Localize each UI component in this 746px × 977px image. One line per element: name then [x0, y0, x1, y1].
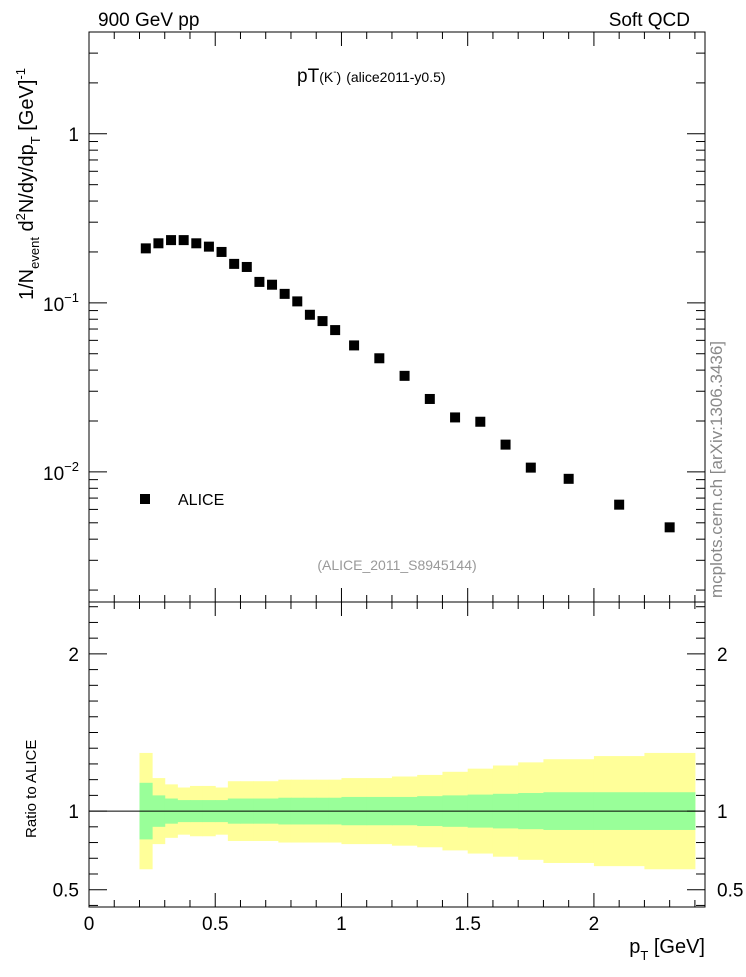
main-y-ticks: 110−110−2: [43, 31, 705, 591]
ratio-y-axis-label: Ratio to ALICE: [23, 740, 40, 838]
main-y-tick-label-base: 10: [43, 464, 64, 485]
ratio-plot-frame: [88, 601, 706, 908]
data-point-alice: [304, 309, 315, 320]
data-point-alice: [267, 279, 278, 290]
x-tick-label: 2: [589, 914, 600, 935]
chart-title-particle-charge: -: [333, 67, 336, 78]
data-point-alice: [399, 370, 410, 381]
header-energy-label: 900 GeV pp: [98, 10, 199, 31]
x-tick-label: 1.5: [454, 914, 480, 935]
main-y-tick-label-base: 10: [43, 295, 64, 316]
ylabel-sub-event: event: [27, 237, 42, 269]
ratio-y-tick-label-left: 0.5: [53, 881, 79, 902]
x-axis-label: pT [GeV]: [629, 936, 705, 963]
analysis-id-label: (ALICE_2011_S8945144): [317, 557, 476, 573]
data-point-alice: [475, 416, 486, 427]
chart-title-particle-close: ): [337, 69, 342, 85]
data-point-alice: [614, 499, 625, 510]
ratio-y-tick-label-right: 1: [717, 802, 728, 823]
xlabel-unit: [GeV]: [648, 936, 705, 958]
main-data-points: [140, 235, 675, 533]
data-point-alice: [229, 258, 240, 269]
data-point-alice: [317, 316, 328, 327]
xlabel-sub-t: T: [640, 948, 648, 963]
x-tick-label: 1: [336, 914, 347, 935]
data-point-alice: [500, 439, 511, 450]
data-point-alice: [166, 235, 177, 246]
ratio-y-tick-label-left: 2: [68, 645, 79, 666]
data-point-alice: [563, 473, 574, 484]
data-point-alice: [241, 261, 252, 272]
header-process-label: Soft QCD: [609, 10, 690, 31]
main-y-tick-label: 10−2: [43, 459, 79, 485]
legend-label-alice: ALICE: [178, 492, 224, 509]
ylabel-part-1: 1/N: [16, 269, 38, 300]
ylabel-part-2: d: [16, 220, 38, 237]
data-point-alice: [279, 288, 290, 299]
ylabel-sup-minus1: -1: [13, 68, 28, 80]
ylabel-part-4: [GeV]: [16, 80, 38, 137]
data-point-alice: [203, 241, 214, 252]
data-point-alice: [140, 243, 151, 254]
data-point-alice: [424, 393, 435, 404]
data-point-alice: [254, 276, 265, 287]
x-tick-label: 0.5: [202, 914, 228, 935]
x-tick-label: 0: [84, 914, 95, 935]
chart-title-quantity: pT: [297, 66, 320, 87]
main-y-axis-label: 1/Nevent d2N/dy/dpT [GeV]-1: [13, 68, 43, 300]
main-y-tick-label-exp: −2: [64, 459, 79, 474]
main-y-tick-label: 1: [68, 125, 79, 146]
ratio-y-tick-label-right: 0.5: [717, 881, 743, 902]
data-point-alice: [525, 462, 536, 473]
ratio-x-ticks: 0 0.5 1 1.5 2: [84, 602, 696, 935]
chart-title-particle: (K: [319, 69, 334, 85]
ylabel-sup-2: 2: [13, 213, 28, 220]
ylabel-sub-t: T: [28, 136, 43, 144]
data-point-alice: [178, 235, 189, 246]
chart-title: pT(K-) (alice2011-y0.5): [297, 66, 446, 87]
ylabel-part-3: N/dy/dp: [16, 144, 38, 213]
data-point-alice: [216, 246, 227, 257]
data-point-alice: [153, 238, 164, 249]
xlabel-p: p: [629, 936, 640, 958]
data-point-alice: [450, 412, 461, 423]
main-x-ticks: [88, 32, 696, 602]
source-side-label: mcplots.cern.ch [arXiv:1306.3436]: [707, 341, 726, 598]
data-point-alice: [374, 353, 385, 364]
data-point-alice: [349, 340, 360, 351]
data-point-alice: [191, 238, 202, 249]
ratio-y-tick-label-right: 2: [717, 645, 728, 666]
main-plot-frame: [88, 31, 706, 603]
ratio-y-tick-label-left: 1: [68, 802, 79, 823]
data-point-alice: [292, 296, 303, 307]
chart-title-tag: (alice2011-y0.5): [346, 69, 445, 85]
data-point-alice: [330, 325, 341, 336]
legend-marker-alice: [140, 494, 150, 504]
main-y-tick-label-exp: −1: [64, 290, 79, 305]
main-y-tick-label: 10−1: [43, 290, 79, 316]
ratio-y-ticks: 0.5 0.5 1 1 2 2: [53, 606, 743, 906]
main-panel: 110−110−2 pT(K-) (alice2011-y0.5) 1/Neven…: [13, 31, 706, 603]
data-point-alice: [664, 522, 675, 533]
ratio-panel: 0.5 0.51 12 2 0 0.5 1 1.5 2 Ratio to ALICE pT […: [23, 601, 743, 963]
